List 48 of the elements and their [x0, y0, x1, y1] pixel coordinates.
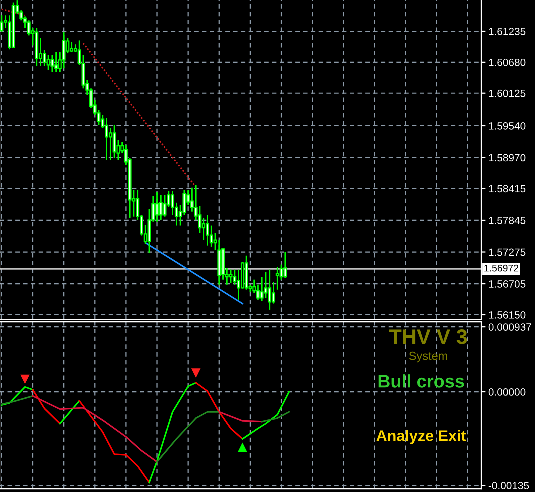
candlestick	[70, 42, 74, 54]
candlestick	[268, 269, 272, 311]
candlestick	[202, 217, 206, 241]
candlestick	[108, 128, 112, 161]
candlestick	[163, 194, 167, 218]
candlestick	[62, 32, 66, 70]
y-tick-label: 1.56705	[489, 280, 526, 288]
candlestick	[112, 124, 116, 160]
point	[238, 442, 248, 452]
candlestick	[272, 281, 276, 305]
y-tick-label: 0.000937	[488, 324, 532, 331]
candlestick	[159, 194, 163, 221]
candlestick	[46, 54, 50, 71]
y-tick-label: -0.00135	[488, 482, 530, 490]
y-tick-label: 1.58415	[489, 185, 526, 193]
y-tick-label: 1.60680	[489, 58, 526, 66]
y-tick-label: 1.56150	[489, 311, 526, 319]
line-series	[195, 382, 244, 440]
y-tick-label: 1.58970	[489, 154, 526, 162]
y-tick-label: 1.57845	[489, 216, 526, 224]
y-tick-label: 1.60125	[489, 90, 526, 98]
line-series	[78, 400, 150, 484]
candlestick	[284, 251, 288, 279]
annotation: Bull cross	[378, 374, 464, 388]
line-series	[1, 386, 34, 406]
annotation: Analyze Exit	[376, 430, 466, 444]
line-series	[148, 382, 197, 484]
y-tick-label: 1.61235	[489, 28, 526, 36]
candlestick	[276, 266, 280, 291]
candlestick	[54, 52, 58, 74]
line-series	[156, 411, 220, 463]
candlestick	[264, 271, 268, 299]
candlestick	[260, 276, 264, 302]
line-series	[32, 395, 158, 463]
point	[20, 374, 30, 384]
candlestick	[206, 214, 210, 247]
y-tick-label: 0.00000	[488, 388, 526, 396]
point	[191, 368, 201, 378]
candlestick	[229, 269, 233, 284]
line-series	[242, 391, 290, 440]
annotation: System	[409, 352, 448, 363]
candlestick	[105, 117, 109, 161]
y-tick-label: 1.57275	[489, 248, 526, 256]
candlestick	[50, 54, 54, 74]
candlestick	[156, 192, 159, 223]
y-tick-label: 1.59540	[489, 122, 526, 130]
ref-line-label: 1.56972	[484, 264, 519, 272]
annotation: THV V 3	[389, 330, 468, 344]
